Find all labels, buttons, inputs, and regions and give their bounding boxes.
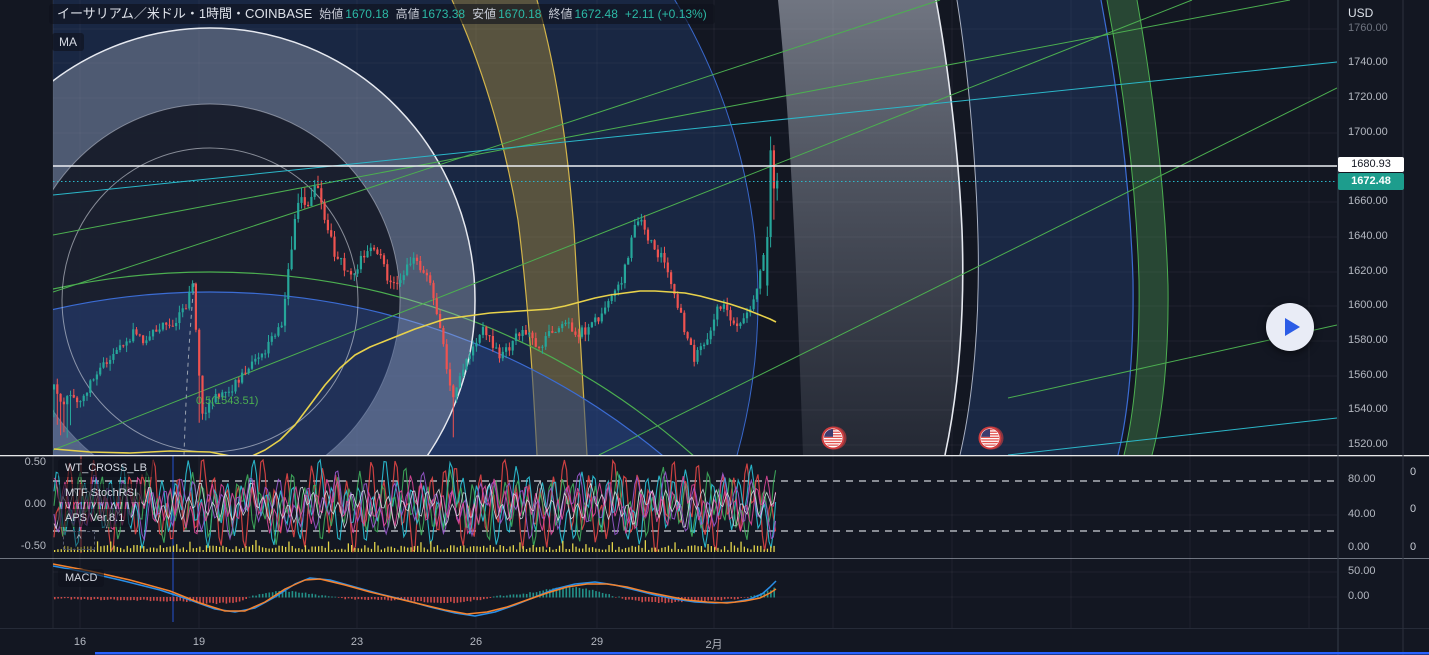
replay-play-button[interactable]: [1266, 303, 1314, 351]
price-axis-tick: 1640.00: [1348, 230, 1388, 242]
price-axis-tick: 1620.00: [1348, 265, 1388, 277]
time-axis-label: 26: [469, 636, 483, 648]
fib-level-label: 0.5(1543.51): [196, 395, 259, 407]
us-flag-icon[interactable]: [978, 426, 1004, 450]
time-axis-label: 23: [350, 636, 364, 648]
macd-label-text: MACD: [65, 572, 98, 584]
open-label: 始値: [319, 7, 344, 21]
indicator-right-tick: 40.00: [1348, 508, 1376, 520]
time-axis-label: 29: [590, 636, 604, 648]
price-axis-tick: 1540.00: [1348, 403, 1388, 415]
price-axis-tick: 1580.00: [1348, 334, 1388, 346]
oscillator-lines: [53, 458, 777, 554]
indicator-aux-zero: 0: [1410, 503, 1417, 515]
symbol-header[interactable]: イーサリアム／米ドル・1時間・COINBASE 始値 1670.18 高値 1673…: [49, 4, 715, 24]
price-level-tag: 1680.93: [1338, 157, 1404, 172]
indicator-label-aps[interactable]: APS Ver.8.1: [58, 509, 132, 527]
price-axis-tick: 1720.00: [1348, 91, 1388, 103]
time-axis-label: 19: [192, 636, 206, 648]
currency-label: USD: [1348, 6, 1374, 20]
indicator-aux-zero: 0: [1410, 541, 1417, 553]
price-axis-tick: 1660.00: [1348, 195, 1388, 207]
indicator-right-tick: 80.00: [1348, 473, 1376, 485]
grid-lines: [53, 0, 1337, 628]
price-axis-tick: 1560.00: [1348, 369, 1388, 381]
candles-layer: [53, 136, 779, 438]
indicator-left-tick: -0.50: [20, 540, 46, 552]
macd-panel[interactable]: [53, 563, 777, 617]
close-label: 終値: [548, 7, 573, 21]
indicator-aux-zero: 0: [1410, 466, 1417, 478]
time-axis-label: 2月: [705, 639, 723, 651]
fib-circle-bands[interactable]: [0, 0, 1169, 655]
indicator-label-wtcross[interactable]: WT_CROSS_LB: [58, 459, 154, 477]
indicator-label-stochrsi[interactable]: MTF StochRSI: [58, 484, 145, 502]
play-icon: [1285, 318, 1300, 336]
us-flag-icon[interactable]: [821, 426, 847, 450]
indicator-right-tick: 0.00: [1348, 541, 1370, 553]
ma-indicator-label[interactable]: MA: [52, 33, 84, 51]
price-lines[interactable]: [53, 165, 1337, 182]
indicator-left-tick: 0.50: [24, 456, 46, 468]
change-value: +2.11 (+0.13%): [624, 7, 707, 21]
indicator-legend: WT_CROSS_LB MTF StochRSI APS Ver.8.1: [58, 459, 154, 527]
panel-collapse-button[interactable]: ^: [63, 531, 95, 550]
macd-axis-tick: 0.00: [1348, 590, 1370, 602]
price-axis-tick: 1520.00: [1348, 438, 1388, 450]
ma-label-text: MA: [59, 35, 77, 49]
last-price-tag: 1672.48: [1338, 173, 1404, 190]
macd-axis-tick: 50.00: [1348, 565, 1376, 577]
price-axis-tick: 1740.00: [1348, 56, 1388, 68]
high-value: 1673.38: [421, 7, 466, 21]
price-axis-tick: 1760.00: [1348, 22, 1388, 34]
high-label: 高値: [395, 7, 420, 21]
close-value: 1672.48: [574, 7, 618, 21]
caret-icon: ^: [76, 533, 82, 545]
event-markers[interactable]: [821, 426, 1004, 450]
low-value: 1670.18: [498, 7, 542, 21]
open-value: 1670.18: [345, 7, 389, 21]
time-axis-label: 16: [73, 636, 87, 648]
trend-lines[interactable]: [53, 0, 1337, 455]
ma-line[interactable]: [53, 290, 777, 457]
low-label: 安値: [472, 7, 497, 21]
symbol-title: イーサリアム／米ドル・1時間・COINBASE: [57, 6, 313, 21]
price-axis-tick: 1700.00: [1348, 126, 1388, 138]
indicator-left-tick: 0.00: [24, 498, 46, 510]
price-axis-tick: 1600.00: [1348, 299, 1388, 311]
aps-histogram: [54, 540, 775, 552]
macd-indicator-label[interactable]: MACD: [58, 569, 105, 587]
